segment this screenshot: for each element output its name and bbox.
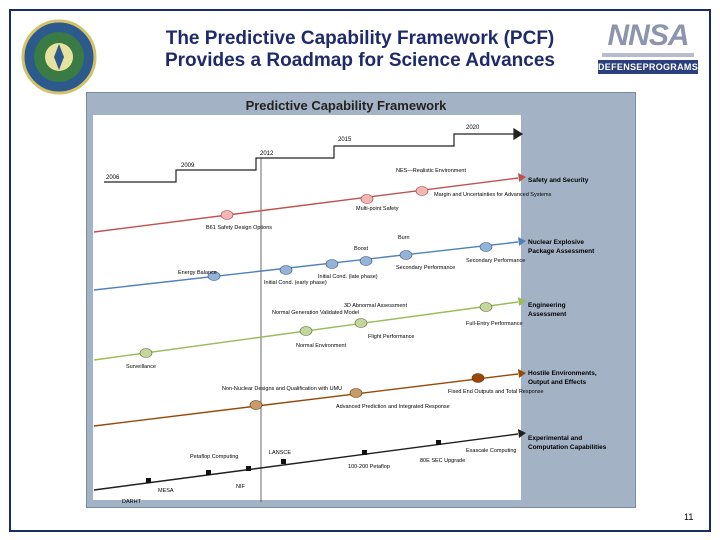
year-2009: 2009	[181, 163, 195, 169]
nuclear-label: Secondary Performance	[466, 258, 525, 264]
nuclear-label: Secondary Performance	[396, 265, 455, 271]
category-engineering: Engineering Assessment	[528, 302, 567, 318]
engineering-label: Normal Environment	[296, 343, 347, 349]
nuclear-node	[279, 265, 293, 275]
engineering-label: Flight Performance	[368, 334, 414, 340]
pcf-diagram: Predictive Capability Framework 2006 200…	[93, 98, 607, 505]
engineering-label: 3D Abnormal Assessment	[344, 303, 407, 309]
experimental-label: 100-200 Petaflop	[348, 464, 390, 470]
diagram-title: Predictive Capability Framework	[246, 98, 448, 113]
nnsa-logo: NNSA DEFENSEPROGRAMS	[596, 20, 700, 76]
safety-node	[220, 210, 234, 220]
experimental-label: Petaflop Computing	[190, 454, 238, 460]
experimental-node	[281, 459, 286, 464]
category-nuclear: Nuclear Explosive Package Assessment	[528, 239, 595, 255]
nuclear-node	[359, 256, 373, 266]
pcf-chart-area	[93, 115, 521, 500]
experimental-label: Exascale Computing	[466, 448, 516, 454]
slide-title: The Predictive Capability Framework (PCF…	[120, 28, 600, 72]
nuclear-node	[479, 242, 493, 252]
experimental-label: 80E SEC Upgrade	[420, 458, 465, 464]
experimental-node	[206, 470, 211, 475]
nnsa-divider	[602, 53, 694, 57]
safety-node	[415, 186, 429, 196]
experimental-node	[362, 450, 367, 455]
year-2012: 2012	[260, 151, 274, 157]
nuclear-label: Energy Balance	[178, 270, 217, 276]
safety-node	[360, 194, 374, 204]
page-number: 11	[684, 512, 694, 522]
timeline-staircase	[104, 127, 524, 502]
safety-label: Margin and Uncertainties for Advanced Sy…	[434, 192, 552, 198]
defense-programs-label: DEFENSEPROGRAMS	[598, 60, 699, 74]
engineering-node	[479, 302, 493, 312]
nuclear-label: Burn	[398, 235, 410, 241]
safety-label: Multi-point Safety	[356, 206, 399, 212]
nuclear-node	[325, 259, 339, 269]
category-experimental: Experimental and Computation Capabilities	[528, 435, 607, 451]
engineering-label: Full-Entry Performance	[466, 321, 523, 327]
year-2020: 2020	[466, 125, 480, 131]
engineering-node	[139, 348, 153, 358]
experimental-label: DARHT	[122, 499, 142, 505]
experimental-node	[146, 478, 151, 483]
doe-seal-icon	[20, 18, 98, 96]
engineering-label: Normal Generation Validated Model	[272, 310, 359, 316]
hostile-node	[349, 388, 363, 398]
safety-label: B61 Safety Design Options	[206, 225, 272, 231]
nuclear-node	[207, 271, 221, 281]
experimental-label: MESA	[158, 488, 174, 494]
nuclear-label: Boost	[354, 246, 369, 252]
hostile-label: Non-Nuclear Designs and Qualification wi…	[222, 386, 342, 392]
nuclear-line	[93, 241, 519, 291]
safety-label: NES—Realistic Environment	[396, 168, 466, 174]
hostile-node	[471, 373, 485, 383]
experimental-node	[436, 440, 441, 445]
slide-title-line2: Provides a Roadmap for Science Advances	[164, 50, 555, 71]
slide-title-line1: The Predictive Capability Framework (PCF…	[165, 28, 555, 49]
hostile-label: Advanced Prediction and Integrated Respo…	[336, 404, 450, 410]
category-hostile: Hostile Environments, Output and Effects	[528, 370, 597, 386]
year-2006: 2006	[106, 175, 120, 181]
nuclear-label: Initial Cond. (late phase)	[318, 274, 378, 280]
category-safety: Safety and Security	[528, 177, 589, 184]
hostile-line	[93, 373, 519, 427]
nnsa-wordmark: NNSA	[607, 19, 689, 52]
experimental-line	[93, 433, 519, 491]
experimental-label: NIF	[236, 484, 246, 490]
slide-frame	[9, 9, 711, 532]
engineering-node	[299, 326, 313, 336]
experimental-label: LANSCE	[269, 450, 291, 456]
hostile-node	[249, 400, 263, 410]
year-2015: 2015	[338, 137, 352, 143]
engineering-node	[354, 318, 368, 328]
hostile-label: Fixed End Outputs and Total Response	[448, 389, 544, 395]
engineering-label: Surveillance	[126, 364, 156, 370]
nuclear-node	[399, 250, 413, 260]
safety-line	[93, 177, 519, 233]
nuclear-label: Initial Cond. (early phase)	[264, 280, 327, 286]
experimental-node	[246, 466, 251, 471]
